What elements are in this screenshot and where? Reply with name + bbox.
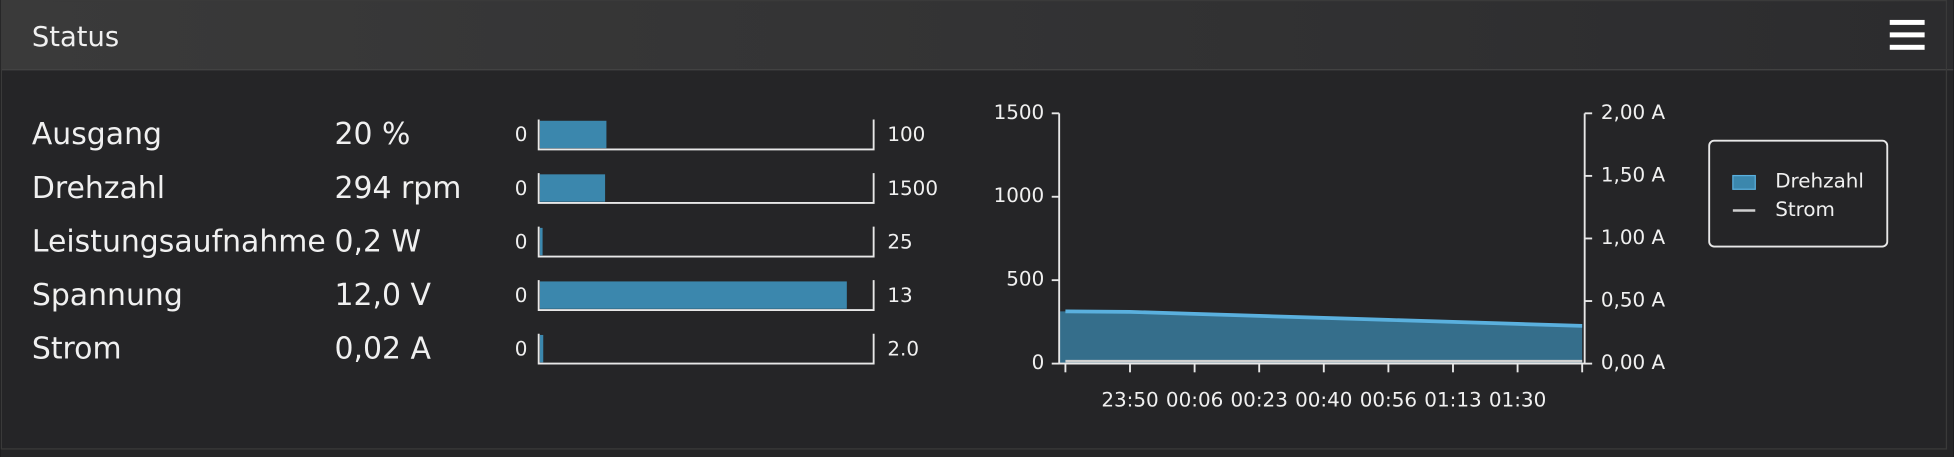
row-label: Drehzahl [32,171,165,206]
chart-axes [1058,113,1586,365]
gauge-min: 0 [515,123,528,146]
gauge-min: 0 [515,284,528,307]
gauge-frame [537,280,875,311]
gauge-max: 25 [887,230,912,253]
gauge-fill [539,227,543,256]
gauge-fill [539,174,606,202]
x-tick-label: 23:50 [1101,388,1158,411]
gauge-frame [537,119,875,151]
gauge-fill [539,120,607,149]
gauge-fill [539,281,847,309]
y2-tick-label: 1,50 A [1601,163,1666,186]
row-label: Leistungsaufnahme [32,224,326,259]
y2-tick-label: 0,50 A [1601,289,1666,312]
legend-label: Drehzahl [1775,169,1864,192]
row-value: 0,02 A [334,331,431,366]
y-tick-label: 1000 [994,184,1045,207]
gauge-min: 0 [515,337,528,360]
x-tick-label: 00:40 [1295,388,1352,411]
legend-box [1708,139,1889,248]
row-value: 20 % [334,117,410,152]
gauge-frame [537,173,875,204]
gauge-max: 100 [887,123,925,146]
row-value: 294 rpm [334,171,461,206]
gauge-min: 0 [515,177,528,200]
gauge-frame [537,333,875,365]
row-value: 12,0 V [334,278,431,313]
y-tick-label: 500 [1006,268,1044,291]
y-tick-label: 1500 [994,101,1045,124]
x-tick-label: 01:30 [1489,388,1546,411]
x-tick-label: 00:56 [1360,388,1417,411]
x-tick-label: 00:06 [1166,388,1223,411]
gauge-max: 13 [887,284,912,307]
menu-bar [1889,32,1925,38]
gauge-max: 1500 [887,177,938,200]
y-tick-label: 0 [1032,351,1045,374]
y2-tick-label: 2,00 A [1601,101,1666,124]
menu-bar [1889,44,1925,50]
gauge-min: 0 [515,230,528,253]
x-tick-label: 01:13 [1424,388,1481,411]
gauge-fill [539,334,544,363]
gauge-frame [537,226,875,258]
row-label: Ausgang [32,117,162,152]
menu-bar [1889,19,1925,25]
row-label: Spannung [32,278,183,313]
area-line [1065,309,1583,328]
header-bar [0,0,1954,70]
x-tick-label: 00:23 [1231,388,1288,411]
y2-tick-label: 1,00 A [1601,226,1666,249]
row-value: 0,2 W [334,224,421,259]
header-title: Status [32,22,119,53]
row-label: Strom [32,331,122,366]
area [1059,311,1583,364]
menu-button[interactable] [1889,19,1925,50]
legend-swatch [1732,174,1756,190]
y2-tick-label: 0,00 A [1601,351,1666,374]
gauge-max: 2.0 [887,337,919,360]
legend-label: Strom [1775,198,1835,221]
